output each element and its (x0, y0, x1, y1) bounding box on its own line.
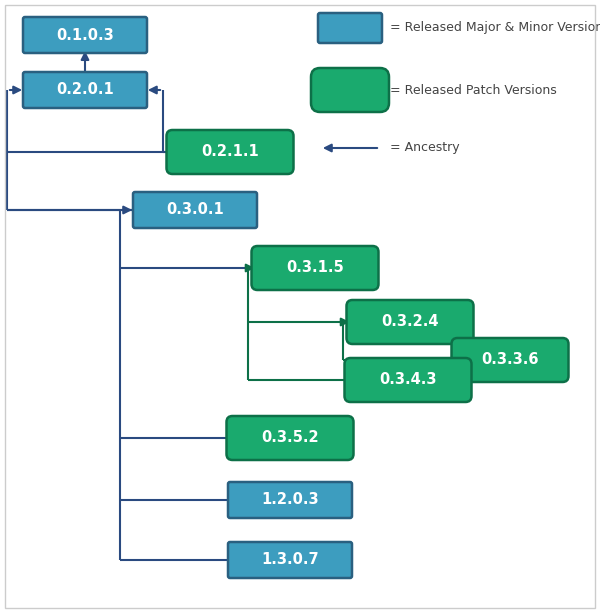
FancyBboxPatch shape (23, 72, 147, 108)
Text: 0.3.1.5: 0.3.1.5 (286, 261, 344, 275)
Text: = Ancestry: = Ancestry (390, 142, 460, 154)
FancyBboxPatch shape (318, 13, 382, 43)
FancyBboxPatch shape (344, 358, 472, 402)
FancyBboxPatch shape (228, 542, 352, 578)
Text: 0.2.1.1: 0.2.1.1 (201, 145, 259, 159)
Text: = Released Patch Versions: = Released Patch Versions (390, 83, 557, 96)
FancyBboxPatch shape (347, 300, 473, 344)
FancyBboxPatch shape (452, 338, 569, 382)
FancyBboxPatch shape (227, 416, 353, 460)
Text: = Released Major & Minor Versions: = Released Major & Minor Versions (390, 21, 600, 34)
Text: 0.2.0.1: 0.2.0.1 (56, 83, 114, 97)
FancyBboxPatch shape (251, 246, 379, 290)
FancyBboxPatch shape (228, 482, 352, 518)
Text: 0.1.0.3: 0.1.0.3 (56, 28, 114, 42)
FancyBboxPatch shape (133, 192, 257, 228)
FancyBboxPatch shape (167, 130, 293, 174)
Text: 0.3.4.3: 0.3.4.3 (379, 373, 437, 387)
Text: 0.3.5.2: 0.3.5.2 (261, 430, 319, 446)
Text: 0.3.3.6: 0.3.3.6 (481, 352, 539, 368)
Text: 1.3.0.7: 1.3.0.7 (261, 552, 319, 568)
FancyBboxPatch shape (23, 17, 147, 53)
Text: 0.3.0.1: 0.3.0.1 (166, 202, 224, 218)
FancyBboxPatch shape (311, 68, 389, 112)
Text: 1.2.0.3: 1.2.0.3 (261, 492, 319, 508)
Text: 0.3.2.4: 0.3.2.4 (381, 314, 439, 330)
